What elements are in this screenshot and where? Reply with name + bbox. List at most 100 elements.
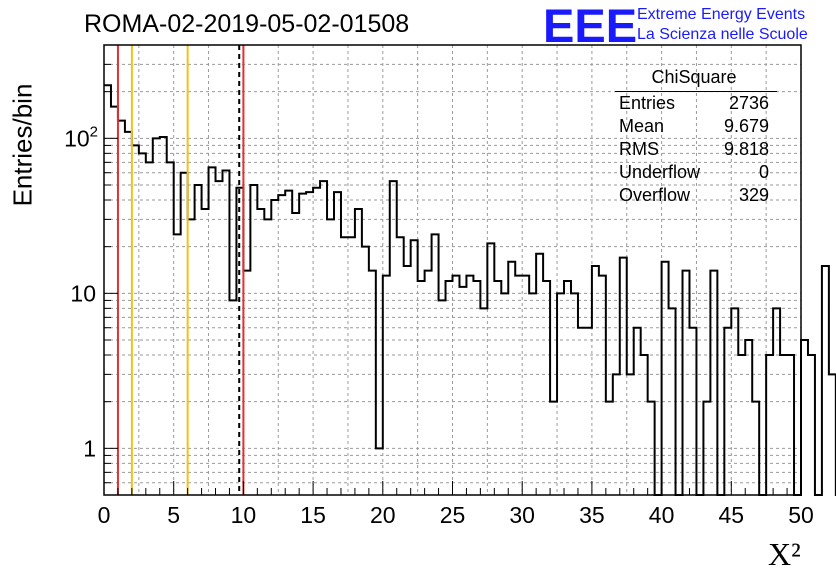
histogram-bin — [745, 340, 752, 495]
histogram-bin — [236, 188, 243, 495]
stats-row-rms: RMS 9.818 — [619, 139, 769, 161]
histogram-bin — [132, 145, 139, 495]
histogram-bin — [181, 173, 188, 495]
histogram-bin — [578, 328, 585, 495]
stats-divider — [615, 91, 777, 92]
histogram-bin — [780, 355, 787, 495]
logo-line-1: Extreme Energy Events — [637, 6, 806, 23]
histogram-bin — [202, 209, 209, 495]
histogram-bin — [243, 271, 250, 495]
histogram-bin — [501, 293, 508, 495]
chart-title: ROMA-02-2019-05-02-01508 — [84, 10, 410, 38]
histogram-bin — [348, 237, 355, 495]
histogram-bin — [808, 355, 815, 495]
logo-line-2: La Scienza nelle Scuole — [637, 26, 808, 43]
stats-label: Mean — [619, 116, 665, 136]
axes-frame — [103, 44, 802, 496]
histogram-bin — [160, 137, 167, 495]
histogram-bin — [411, 240, 418, 495]
histogram-bin — [641, 355, 648, 495]
histogram-bin — [662, 262, 669, 495]
logo-mark: EEE — [543, 0, 638, 52]
histogram-bin — [787, 355, 794, 495]
histogram-bin — [118, 121, 125, 495]
stats-row-overflow: Overflow 329 — [619, 185, 769, 207]
grid-layer — [104, 45, 801, 495]
histogram-bin — [766, 355, 773, 495]
histogram-bin — [487, 243, 494, 495]
reference-lines — [116, 45, 245, 495]
histogram-bin — [634, 328, 641, 495]
histogram-bin — [313, 188, 320, 495]
y-axis-label: Entries/bin — [7, 83, 38, 207]
histogram-bin — [613, 374, 620, 495]
histogram-bin — [278, 195, 285, 495]
stats-label: Entries — [619, 93, 676, 113]
stats-value: 2736 — [728, 93, 769, 113]
histogram-bin — [139, 153, 146, 495]
stats-value: 0 — [758, 162, 769, 182]
histogram-bin — [271, 200, 278, 495]
histogram-bin — [285, 191, 292, 495]
histogram-bin — [738, 355, 745, 495]
histogram-bin — [125, 132, 132, 495]
histogram-bin — [104, 85, 111, 495]
histogram-bin — [724, 328, 731, 495]
histogram-bin — [710, 271, 717, 495]
histogram-bin — [571, 293, 578, 495]
histogram-bin — [425, 271, 432, 495]
histogram-bin — [362, 247, 369, 495]
histogram-bin — [439, 300, 446, 495]
x-tick-label: 20 — [370, 502, 396, 528]
stats-label: Overflow — [619, 185, 691, 205]
histogram-bin — [299, 194, 306, 495]
histogram-bin — [397, 237, 404, 495]
histogram-bin — [306, 192, 313, 495]
stats-row-underflow: Underflow 0 — [619, 162, 769, 184]
histogram-bin — [683, 271, 690, 495]
tick-labels: 0 5 10 15 20 25 30 35 40 45 50 1 10 102 — [64, 123, 814, 528]
histogram-bin — [829, 374, 836, 495]
histogram-bin — [529, 293, 536, 495]
x-tick-label: 10 — [231, 502, 257, 528]
histogram-bin — [822, 266, 829, 495]
y-axis-label-box: Entries/bin — [8, 84, 38, 207]
histogram-bin — [557, 293, 564, 495]
histogram-bin — [146, 162, 153, 495]
x-tick-label: 40 — [649, 502, 675, 528]
x-tick-label: 50 — [788, 502, 814, 528]
x-tick-label: 15 — [300, 502, 326, 528]
y-tick-label: 10 — [70, 280, 96, 306]
stats-label: RMS — [619, 139, 659, 159]
histogram-outline — [104, 84, 836, 496]
x-tick-label: 30 — [509, 502, 535, 528]
histogram-bin — [508, 262, 515, 495]
stats-label: Underflow — [619, 162, 701, 182]
histogram-bin — [327, 219, 334, 495]
x-tick-label: 5 — [167, 502, 180, 528]
histogram-bin — [801, 340, 808, 495]
histogram-bin — [229, 300, 236, 495]
x-tick-label: 25 — [440, 502, 466, 528]
histogram-bin — [355, 209, 362, 495]
histogram-bin — [153, 138, 160, 495]
stats-row-entries: Entries 2736 — [619, 93, 769, 115]
histogram-bin — [292, 213, 299, 495]
stats-value: 9.818 — [723, 139, 769, 159]
x-axis-label: X² — [768, 536, 801, 572]
histogram-bin — [341, 237, 348, 495]
histogram-bin — [627, 374, 634, 495]
histogram-bars — [104, 84, 836, 496]
y-tick-label: 1 — [83, 435, 96, 461]
x-tick-label: 35 — [579, 502, 605, 528]
histogram-bin — [257, 209, 264, 495]
x-tick-label: 45 — [719, 502, 745, 528]
stats-value: 329 — [738, 185, 769, 205]
stats-title: ChiSquare — [651, 67, 737, 87]
histogram-bin — [167, 162, 174, 495]
histogram-bin — [585, 328, 592, 495]
histogram-bin — [188, 219, 195, 495]
histogram-bin — [689, 328, 696, 495]
stats-value: 9.679 — [723, 116, 769, 136]
